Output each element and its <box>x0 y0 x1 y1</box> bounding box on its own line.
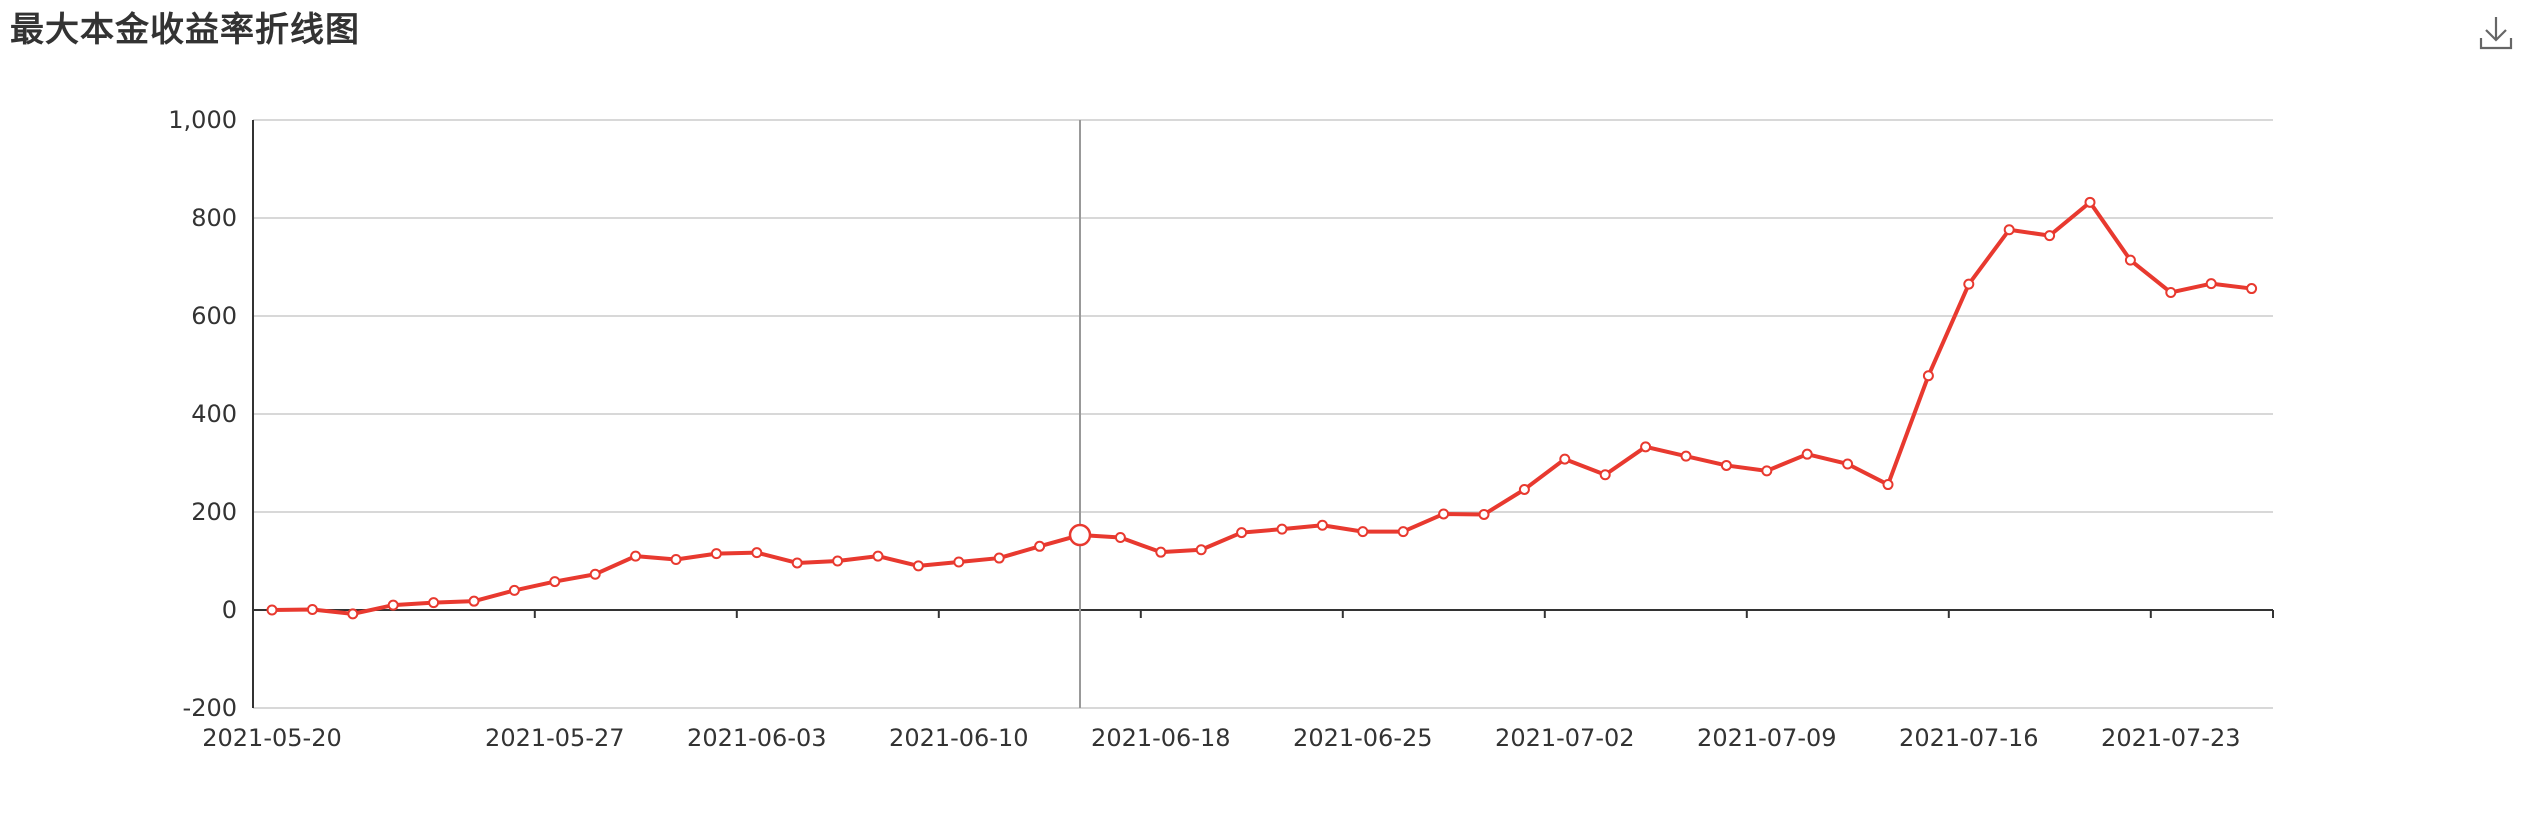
data-point <box>1680 450 1692 462</box>
data-point <box>710 548 722 560</box>
data-point <box>1316 519 1328 531</box>
data-point <box>2165 286 2177 298</box>
data-point <box>589 568 601 580</box>
series-polyline <box>271 200 2252 616</box>
axes <box>252 120 2274 708</box>
x-tick-label: 2021-07-09 <box>1697 724 1836 752</box>
x-tick-label: 2021-06-03 <box>687 724 826 752</box>
x-tick-label: 2021-06-10 <box>889 724 1028 752</box>
data-point <box>1922 370 1934 382</box>
data-point <box>1357 526 1369 538</box>
data-point <box>2205 278 2217 290</box>
data-point <box>2084 196 2096 208</box>
y-tick-label: 0 <box>222 596 237 624</box>
data-point <box>387 599 399 611</box>
data-point <box>993 552 1005 564</box>
data-point <box>1034 540 1046 552</box>
y-tick-label: -200 <box>183 694 237 722</box>
data-point <box>1155 546 1167 558</box>
download-icon[interactable] <box>2478 14 2514 52</box>
data-point <box>751 547 763 559</box>
highlighted-point <box>1068 523 1092 547</box>
data-point <box>266 604 278 616</box>
data-point <box>872 550 884 562</box>
data-point <box>2003 224 2015 236</box>
data-point <box>2044 230 2056 242</box>
data-point <box>1842 458 1854 470</box>
grid-lines <box>253 119 2273 709</box>
data-point <box>1963 278 1975 290</box>
x-tick-label: 2021-05-27 <box>485 724 624 752</box>
data-point <box>912 560 924 572</box>
x-tick-label: 2021-06-18 <box>1091 724 1230 752</box>
data-point <box>1236 527 1248 539</box>
data-point <box>1397 526 1409 538</box>
data-point <box>1801 448 1813 460</box>
x-tick-label: 2021-07-02 <box>1495 724 1634 752</box>
data-point <box>1518 483 1530 495</box>
data-point <box>549 576 561 588</box>
data-point <box>1114 531 1126 543</box>
data-point <box>630 550 642 562</box>
data-point <box>1599 469 1611 481</box>
data-point <box>670 554 682 566</box>
data-point <box>428 597 440 609</box>
data-point <box>2124 254 2136 266</box>
data-point <box>1276 523 1288 535</box>
data-point <box>347 608 359 620</box>
data-point <box>1195 544 1207 556</box>
data-point <box>468 595 480 607</box>
data-point <box>1438 508 1450 520</box>
data-point <box>2246 283 2258 295</box>
y-tick-label: 200 <box>191 498 237 526</box>
y-tick-label: 1,000 <box>168 106 237 134</box>
y-tick-label: 600 <box>191 302 237 330</box>
data-point <box>306 604 318 616</box>
data-point <box>1559 453 1571 465</box>
data-point <box>832 555 844 567</box>
y-tick-label: 400 <box>191 400 237 428</box>
data-point <box>508 584 520 596</box>
data-point <box>1882 479 1894 491</box>
data-point <box>1720 459 1732 471</box>
x-tick-label: 2021-05-20 <box>202 724 341 752</box>
data-point <box>791 557 803 569</box>
data-points <box>266 196 2258 620</box>
chart-title: 最大本金收益率折线图 <box>10 10 360 50</box>
x-tick-label: 2021-06-25 <box>1293 724 1432 752</box>
x-tick-label: 2021-07-16 <box>1899 724 2038 752</box>
data-point <box>1761 465 1773 477</box>
data-point <box>953 556 965 568</box>
tick-labels: -200 0 200 400 600 800 1,000 2021-05-20 2021-05-… <box>168 106 2240 752</box>
x-tick-label: 2021-07-23 <box>2101 724 2240 752</box>
y-tick-label: 800 <box>191 204 237 232</box>
data-point <box>1478 508 1490 520</box>
series-line <box>271 200 2252 616</box>
data-point <box>1640 441 1652 453</box>
